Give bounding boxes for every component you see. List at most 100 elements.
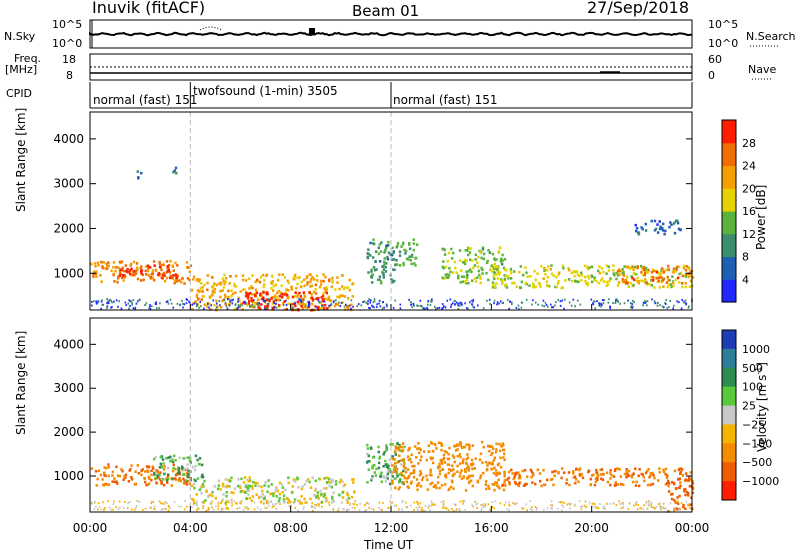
power-cell — [469, 247, 472, 250]
power-cell — [326, 307, 329, 310]
velocity-noise-cell — [152, 500, 155, 503]
velocity-cell — [552, 483, 555, 487]
velocity-cell — [448, 468, 451, 471]
power-cell — [570, 279, 574, 283]
velocity-noise-cell — [292, 500, 295, 503]
velocity-cell — [401, 449, 405, 452]
velocity-cell — [539, 479, 542, 483]
velocity-cell — [301, 485, 304, 488]
velocity-cell — [407, 486, 410, 489]
velocity-noise-cell — [421, 507, 423, 510]
power-cell — [257, 305, 260, 309]
power-cell — [339, 294, 342, 297]
power-noise-cell — [258, 304, 260, 307]
power-noise-cell — [106, 302, 108, 304]
power-cell — [501, 282, 504, 285]
velocity-noise-cell — [442, 503, 445, 505]
power-cell — [172, 274, 175, 277]
power-cell — [612, 272, 615, 275]
velocity-cell — [463, 445, 466, 449]
velocity-noise-cell — [401, 508, 403, 511]
power-cell — [318, 285, 322, 289]
velocity-cell — [320, 492, 323, 496]
power-cell — [285, 288, 288, 291]
power-cell — [233, 282, 236, 286]
velocity-noise-cell — [401, 500, 404, 503]
velocity-cell — [266, 490, 269, 493]
power-cell — [392, 251, 395, 254]
velocity-cell — [341, 480, 344, 483]
power-cell — [247, 295, 250, 298]
power-cell — [286, 279, 289, 283]
velocity-cell — [600, 477, 603, 481]
velocity-ytick-label: 3000 — [53, 381, 84, 395]
power-cell — [618, 269, 621, 273]
power-cell — [495, 282, 498, 285]
velocity-noise-cell — [118, 500, 121, 503]
velocity-cell — [462, 458, 465, 461]
power-cell — [341, 285, 344, 288]
velocity-noise-cell — [429, 509, 431, 512]
velocity-cell — [590, 474, 594, 477]
power-ytick-label: 2000 — [53, 221, 84, 235]
power-cell — [121, 274, 125, 277]
velocity-noise-cell — [424, 509, 426, 512]
power-cell — [464, 249, 467, 252]
power-cell — [526, 275, 529, 278]
velocity-noise-cell — [342, 508, 345, 511]
velocity-cell — [373, 464, 376, 467]
power-cell — [470, 270, 473, 274]
velocity-cell — [163, 472, 166, 476]
velocity-noise-cell — [142, 509, 144, 511]
velocity-cell — [687, 494, 690, 497]
velocity-cell — [619, 475, 623, 478]
power-noise-cell — [136, 300, 139, 303]
power-cell — [659, 272, 663, 276]
velocity-noise-cell — [196, 500, 199, 503]
velocity-cell — [186, 456, 189, 459]
velocity-cell — [291, 485, 294, 488]
power-cell — [509, 267, 513, 271]
velocity-cell — [471, 474, 474, 478]
power-cell — [627, 266, 630, 269]
power-noise-cell — [678, 301, 680, 304]
velocity-cell — [419, 458, 422, 462]
velocity-noise-cell — [463, 500, 466, 503]
power-cell — [208, 302, 211, 306]
power-cell — [140, 279, 143, 282]
power-cell — [398, 264, 402, 267]
velocity-cell — [101, 478, 104, 481]
power-noise-cell — [673, 304, 675, 307]
velocity-cell — [501, 483, 505, 487]
velocity-noise-cell — [327, 501, 330, 504]
power-noise-cell — [665, 299, 667, 301]
power-cell — [685, 265, 689, 268]
power-noise-cell — [461, 303, 463, 306]
power-cell — [493, 277, 496, 281]
power-cell — [238, 305, 241, 309]
velocity-noise-cell — [177, 505, 180, 508]
power-cell — [632, 271, 636, 275]
velocity-noise-cell — [297, 509, 299, 512]
power-cell — [407, 258, 410, 261]
power-cell — [621, 280, 625, 283]
power-noise-cell — [186, 298, 189, 301]
velocity-noise-cell — [415, 506, 418, 509]
power-cell — [276, 278, 280, 282]
power-cell — [623, 265, 626, 268]
power-cell — [221, 289, 224, 292]
velocity-cell — [580, 473, 584, 476]
power-cell — [458, 249, 462, 252]
power-noise-cell — [561, 299, 564, 302]
power-cell — [117, 275, 120, 278]
velocity-cell — [366, 443, 369, 447]
velocity-noise-cell — [660, 505, 663, 508]
velocity-cell — [678, 477, 681, 480]
velocity-cell — [153, 471, 156, 475]
velocity-noise-cell — [621, 502, 623, 505]
power-cell — [499, 258, 503, 261]
power-colorbar-frame — [721, 119, 737, 303]
velocity-cell — [471, 444, 475, 447]
velocity-cell — [410, 480, 413, 484]
velocity-cell — [467, 467, 471, 470]
